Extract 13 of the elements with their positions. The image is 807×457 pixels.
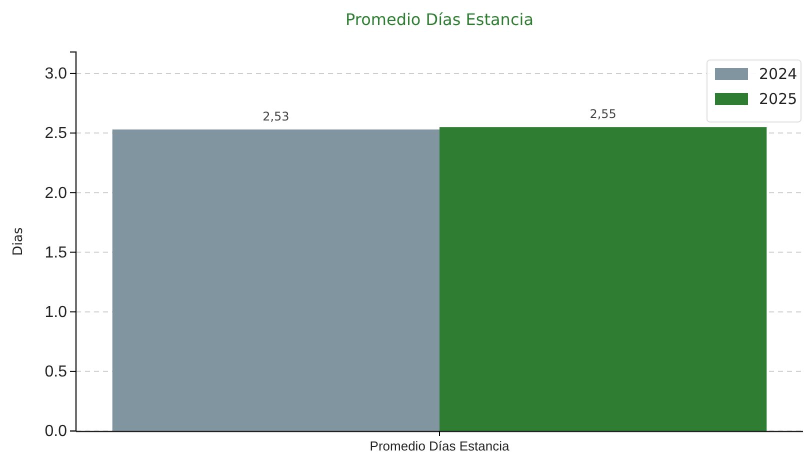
data-label: 2,53 [262, 109, 290, 124]
y-tick-label: 2.0 [44, 184, 68, 202]
y-tick-label: 1.5 [44, 244, 68, 262]
chart-title: Promedio Días Estancia [346, 10, 534, 29]
y-tick-label: 3.0 [44, 66, 68, 83]
data-label: 2,55 [590, 107, 616, 122]
y-tick-label: 1.0 [44, 304, 68, 321]
legend-label: 2024 [759, 65, 798, 83]
y-tick-label: 2.5 [44, 125, 68, 142]
y-axis-title: Dias [11, 227, 26, 256]
y-tick-label: 0.0 [44, 423, 68, 440]
y-tick-label: 0.5 [44, 364, 68, 381]
legend-label: 2025 [759, 90, 798, 108]
